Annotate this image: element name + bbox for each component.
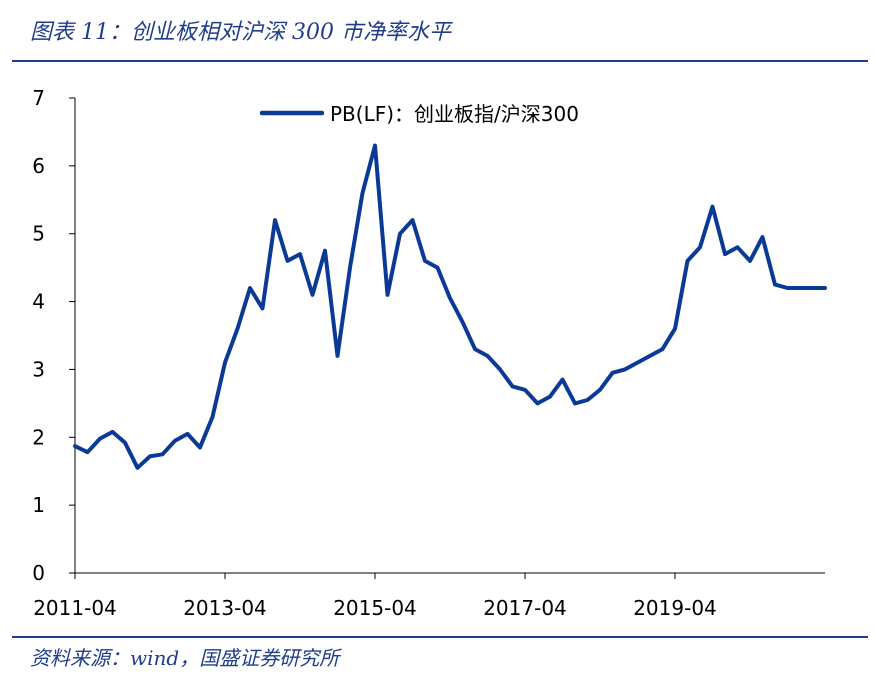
y-tick-label: 3 xyxy=(32,357,45,381)
source-rule xyxy=(12,636,868,638)
y-tick-label: 1 xyxy=(32,493,45,517)
y-tick-label: 4 xyxy=(32,290,45,314)
title-rule xyxy=(12,60,868,62)
series-line-pb-ratio xyxy=(73,143,827,470)
figure-title: 图表 11：创业板相对沪深 300 市净率水平 xyxy=(30,20,451,45)
x-ticks: 2011-04 2013-04 2015-04 2017-04 2019-04 xyxy=(33,573,717,620)
y-ticks: 0 1 2 3 4 5 6 7 xyxy=(32,86,75,585)
y-tick-label: 7 xyxy=(32,86,45,110)
figure-source: 资料来源：wind，国盛证券研究所 xyxy=(30,646,340,670)
x-tick-label: 2013-04 xyxy=(183,596,267,620)
x-tick-label: 2017-04 xyxy=(483,596,567,620)
x-tick-label: 2019-04 xyxy=(633,596,717,620)
y-tick-label: 0 xyxy=(32,561,45,585)
y-tick-label: 5 xyxy=(32,222,45,246)
x-tick-label: 2011-04 xyxy=(33,596,117,620)
legend-label: PB(LF)：创业板指/沪深300 xyxy=(330,102,579,126)
x-tick-label: 2015-04 xyxy=(333,596,417,620)
y-tick-label: 6 xyxy=(32,154,45,178)
y-tick-label: 2 xyxy=(32,425,45,449)
legend: PB(LF)：创业板指/沪深300 xyxy=(259,102,579,126)
